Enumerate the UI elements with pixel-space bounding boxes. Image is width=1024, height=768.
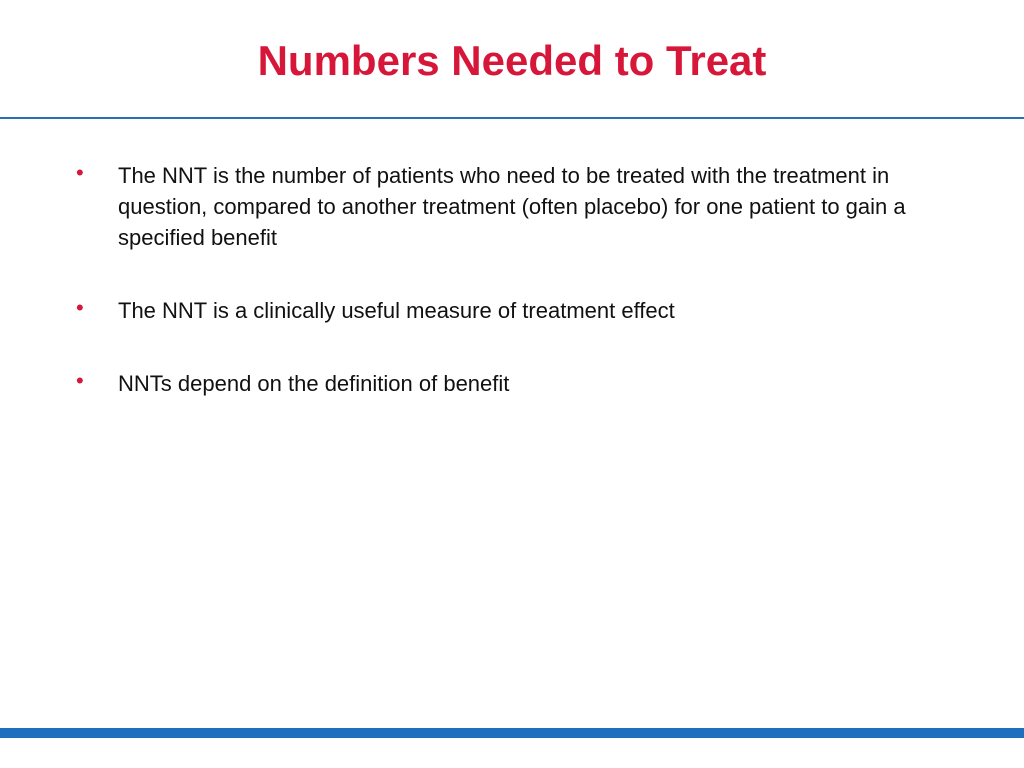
footer-bar	[0, 728, 1024, 738]
bullet-text: The NNT is a clinically useful measure o…	[118, 298, 675, 323]
bullet-icon: •	[76, 295, 84, 320]
list-item: • The NNT is a clinically useful measure…	[76, 295, 936, 326]
bullet-text: The NNT is the number of patients who ne…	[118, 163, 906, 250]
slide-title: Numbers Needed to Treat	[257, 37, 767, 84]
bullet-text: NNTs depend on the definition of benefit	[118, 371, 510, 396]
list-item: • The NNT is the number of patients who …	[76, 160, 936, 253]
list-item: • NNTs depend on the definition of benef…	[76, 368, 936, 399]
bullet-icon: •	[76, 368, 84, 393]
bullet-icon: •	[76, 160, 84, 185]
bullet-list: • The NNT is the number of patients who …	[76, 160, 936, 399]
title-divider	[0, 117, 1024, 119]
